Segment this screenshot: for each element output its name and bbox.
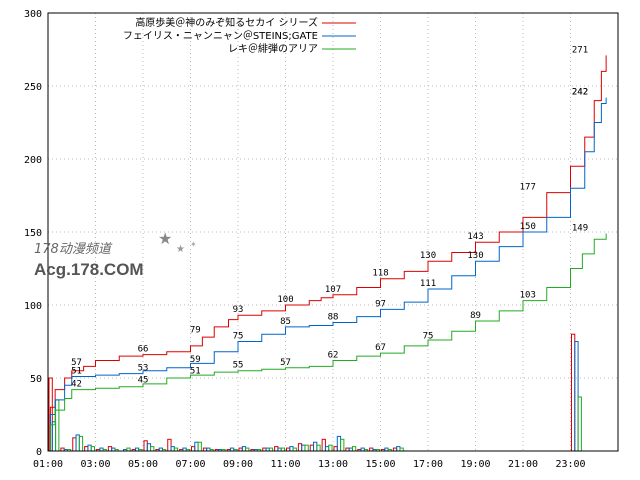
data-label: 51: [190, 367, 201, 377]
data-label: 79: [190, 326, 201, 336]
x-tick-label: 09:00: [223, 459, 253, 470]
x-tick-label: 03:00: [80, 459, 110, 470]
star-icon: ★: [158, 229, 172, 248]
axes: 0 50 100 150 200 250 300 01:00 03:00 05:00 07:00 09…: [24, 9, 619, 470]
hourly-bar-green: [55, 399, 60, 452]
data-label: 177: [520, 183, 536, 193]
data-label: 130: [420, 251, 436, 261]
x-tick-label: 23:00: [555, 459, 585, 470]
data-label: 130: [467, 251, 483, 261]
data-labels: 57 66 79 93 100 107 118 130 143 177 242 271 51 53 59 75…: [71, 45, 588, 389]
plot-frame: [47, 12, 619, 452]
hourly-bars: [48, 333, 582, 452]
hourly-bar-green: [340, 438, 345, 452]
data-label: 143: [467, 232, 483, 242]
data-label: 242: [572, 88, 588, 98]
data-label: 62: [328, 350, 339, 360]
y-tick-label: 150: [24, 228, 42, 239]
legend-label-0: 高原歩美＠神のみぞ知るセカイ シリーズ: [135, 16, 318, 29]
legend: 高原歩美＠神のみぞ知るセカイ シリーズフェイリス・ニャンニャン＠STEINS;G…: [123, 16, 356, 55]
data-label: 93: [233, 305, 244, 315]
data-label: 118: [372, 269, 388, 279]
x-tick-label: 21:00: [508, 459, 538, 470]
data-label: 66: [138, 345, 149, 355]
hourly-bar-green: [328, 444, 333, 452]
data-label: 42: [71, 380, 82, 390]
data-label: 149: [572, 223, 588, 233]
x-tick-label: 05:00: [128, 459, 158, 470]
data-label: 150: [520, 222, 536, 232]
hourly-bar-green: [304, 444, 309, 452]
data-label: 111: [420, 279, 436, 289]
data-label: 85: [280, 317, 291, 327]
data-label: 75: [233, 332, 244, 342]
hourly-bar-green: [78, 435, 84, 452]
y-tick-label: 100: [24, 301, 42, 312]
y-tick-label: 50: [30, 374, 42, 385]
data-label: 53: [138, 364, 149, 374]
series-line-2: [48, 233, 607, 452]
y-tick-label: 300: [24, 9, 42, 20]
data-label: 55: [233, 361, 244, 371]
x-tick-label: 01:00: [33, 459, 63, 470]
watermark: 178动漫频道 Acg.178.COM ★ ★ ✦: [34, 229, 197, 279]
data-label: 97: [375, 299, 386, 309]
y-tick-label: 200: [24, 155, 42, 166]
star-icon-small: ★: [176, 244, 185, 255]
watermark-cn: 178动漫频道: [34, 242, 113, 257]
hourly-bar-green: [316, 444, 321, 452]
hourly-bar-green: [197, 441, 202, 452]
watermark-en: Acg.178.COM: [34, 260, 144, 279]
data-label: 51: [71, 367, 82, 377]
data-label: 107: [325, 285, 341, 295]
data-label: 100: [277, 295, 293, 305]
y-tick-label: 0: [36, 447, 42, 458]
x-tick-label: 13:00: [318, 459, 348, 470]
legend-label-1: フェイリス・ニャンニャン＠STEINS;GATE: [123, 30, 318, 42]
data-label: 271: [572, 45, 588, 55]
hourly-bar-green: [577, 396, 582, 452]
data-label: 103: [520, 291, 536, 301]
x-tick-label: 19:00: [460, 459, 490, 470]
hourly-bar-green: [150, 446, 155, 452]
data-label: 59: [190, 355, 201, 365]
data-label: 89: [470, 311, 481, 321]
data-label: 67: [375, 343, 386, 353]
x-tick-label: 17:00: [413, 459, 443, 470]
x-tick-label: 11:00: [270, 459, 300, 470]
hourly-bar-green: [351, 446, 357, 452]
legend-label-2: レキ＠緋弾のアリア: [228, 42, 318, 55]
series-line-0: [48, 55, 607, 452]
x-tick-label: 07:00: [175, 459, 205, 470]
star-icon-tiny: ✦: [190, 240, 197, 249]
x-tick-label: 15:00: [365, 459, 395, 470]
data-label: 242: [572, 88, 588, 98]
data-label: 75: [423, 332, 434, 342]
hourly-bar-green: [90, 446, 96, 452]
series-lines: [48, 55, 607, 452]
y-tick-label: 250: [24, 82, 42, 93]
series-line-1: [48, 97, 607, 452]
data-label: 57: [280, 358, 291, 368]
data-label: 45: [138, 375, 149, 385]
data-label: 57: [71, 358, 82, 368]
data-label: 88: [328, 313, 339, 323]
